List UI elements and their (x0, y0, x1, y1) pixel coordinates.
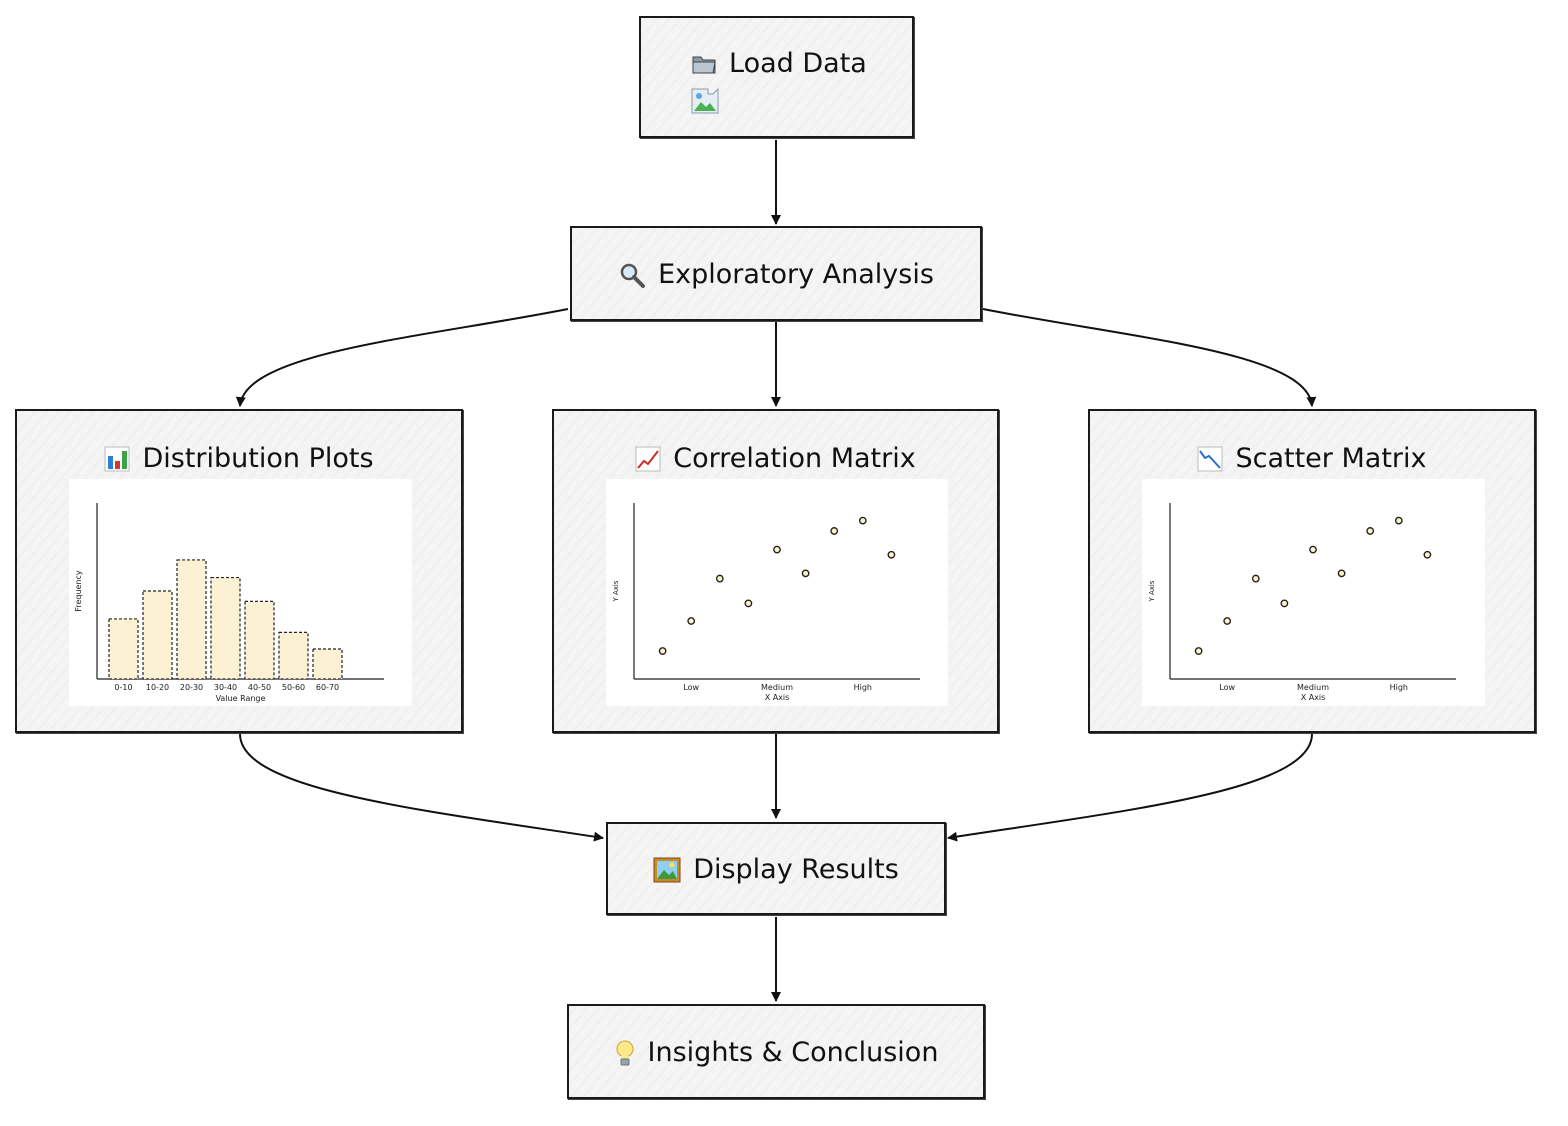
lightbulb-icon (614, 1039, 636, 1067)
broken-image-icon (691, 87, 719, 118)
histogram-bar (176, 559, 207, 680)
x-axis-title: X Axis (1301, 693, 1326, 702)
insights-conclusion-label: Insights & Conclusion (647, 1037, 939, 1068)
node-distribution-plots[interactable]: Distribution Plots 0-10 10-20 20-30 30-40 40… (15, 409, 463, 733)
scatter-chart-panel: Low Medium High X Axis Y Axis (1142, 479, 1485, 706)
node-load-data[interactable]: Load Data (639, 16, 914, 138)
x-tick-label: 50-60 (282, 683, 305, 692)
x-tick-label: Medium (1297, 683, 1329, 692)
edge-distribution-to-display (239, 733, 604, 842)
x-tick-label: High (1390, 683, 1408, 692)
node-correlation-matrix[interactable]: Correlation Matrix Low Medium High X Axis Y … (552, 409, 999, 733)
node-scatter-matrix[interactable]: Scatter Matrix Low Medium High X Axis Y Axis (1088, 409, 1536, 733)
edge-scatter-to-display (947, 733, 1313, 842)
x-tick-label: 20-30 (180, 683, 203, 692)
distribution-chart-panel: 0-10 10-20 20-30 30-40 40-50 50-60 60-70 Value … (69, 479, 412, 706)
scatter-matrix-label: Scatter Matrix (1235, 443, 1427, 474)
node-exploratory-analysis[interactable]: Exploratory Analysis (570, 226, 982, 321)
x-tick-label: Low (683, 683, 699, 692)
x-tick-label: Low (1219, 683, 1235, 692)
distribution-histogram: 0-10 10-20 20-30 30-40 40-50 50-60 60-70 Value … (74, 503, 384, 703)
chart-down-icon (1197, 446, 1223, 472)
distribution-plots-label: Distribution Plots (142, 443, 374, 474)
y-axis-title: Y Axis (1148, 580, 1156, 602)
scatter-point (887, 550, 896, 559)
x-tick-label: High (854, 683, 872, 692)
x-tick-label: 40-50 (248, 683, 271, 692)
load-data-label: Load Data (729, 48, 867, 79)
scatter-point (1223, 617, 1232, 625)
scatter-point (830, 527, 839, 535)
scatter-matrix-plot: Low Medium High X Axis Y Axis (1148, 503, 1456, 702)
x-tick-label: 0-10 (114, 683, 132, 692)
scatter-point (858, 516, 867, 525)
bar-chart-icon (104, 446, 130, 472)
node-insights-conclusion[interactable]: Insights & Conclusion (567, 1004, 985, 1099)
scatter-point (1394, 516, 1403, 525)
scatter-point (1423, 550, 1432, 559)
y-axis-title: Y Axis (612, 580, 620, 602)
magnifier-icon (618, 261, 646, 289)
scatter-point (744, 599, 753, 608)
scatter-point (687, 617, 696, 625)
edge-explore-to-distribution (235, 308, 569, 407)
scatter-point (658, 647, 667, 655)
folder-icon (691, 52, 717, 76)
y-axis-title: Frequency (74, 570, 83, 612)
node-display-results[interactable]: Display Results (606, 822, 946, 915)
scatter-point (1309, 545, 1317, 554)
correlation-scatter-plot: Low Medium High X Axis Y Axis (612, 503, 920, 702)
x-tick-label: Medium (761, 683, 793, 692)
scatter-point (1194, 647, 1203, 655)
x-axis-title: X Axis (765, 693, 790, 702)
x-tick-label: 60-70 (316, 683, 339, 692)
framed-picture-icon (653, 857, 681, 883)
scatter-point (715, 574, 724, 583)
histogram-bar (142, 590, 173, 680)
histogram-bar (244, 600, 275, 680)
correlation-chart-panel: Low Medium High X Axis Y Axis (606, 479, 948, 706)
scatter-point (1337, 569, 1346, 578)
x-axis-title: Value Range (216, 694, 266, 703)
chart-up-icon (635, 446, 661, 472)
scatter-point (801, 569, 810, 578)
histogram-bar (108, 618, 139, 680)
edge-explore-to-scatter (982, 308, 1317, 407)
scatter-point (1251, 574, 1260, 583)
histogram-bar (210, 576, 241, 680)
display-results-label: Display Results (693, 854, 899, 885)
scatter-point (1280, 599, 1289, 608)
scatter-point (773, 545, 781, 554)
exploratory-analysis-label: Exploratory Analysis (658, 259, 934, 290)
histogram-bar (312, 648, 343, 680)
correlation-matrix-label: Correlation Matrix (673, 443, 916, 474)
x-tick-label: 10-20 (146, 683, 169, 692)
scatter-point (1366, 527, 1375, 535)
histogram-bar (278, 631, 309, 680)
x-tick-label: 30-40 (214, 683, 237, 692)
